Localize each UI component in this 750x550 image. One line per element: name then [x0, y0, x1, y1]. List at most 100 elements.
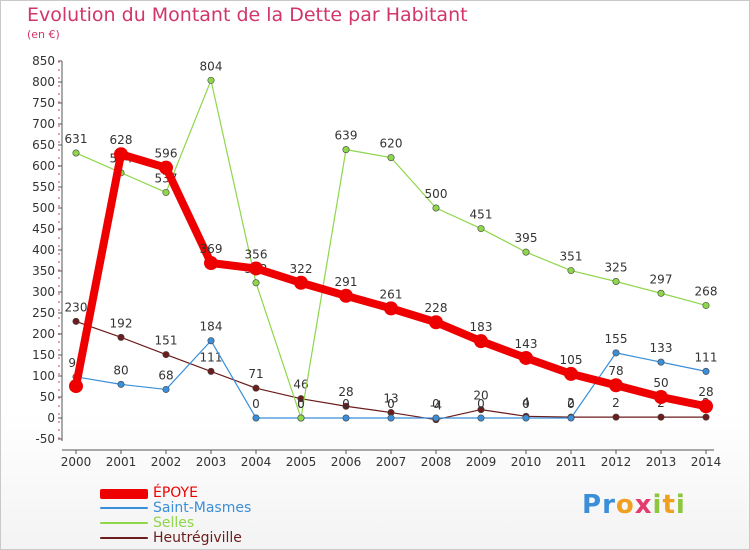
x-tick-label: 2005 [286, 455, 317, 469]
y-tick-label: 850 [32, 54, 55, 68]
y-tick-label: 250 [32, 306, 55, 320]
data-label-saint-masmes: 80 [113, 363, 128, 377]
data-label-saint-masmes: 0 [432, 397, 440, 411]
data-label-heutregiville: 192 [110, 316, 133, 330]
data-point-epoye [519, 350, 533, 365]
data-point-selles [612, 277, 620, 285]
x-tick-label: 2006 [331, 455, 362, 469]
data-label-saint-masmes: 0 [387, 397, 395, 411]
y-tick-label: 550 [32, 180, 55, 194]
data-label-epoye: 183 [470, 320, 493, 334]
data-label-epoye: 356 [245, 247, 268, 261]
data-label-heutregiville: 230 [65, 300, 88, 314]
data-label-saint-masmes: 68 [158, 368, 173, 382]
data-point-saint-masmes [252, 414, 260, 422]
legend-swatch-selles [100, 522, 148, 524]
data-point-epoye [294, 275, 308, 290]
x-tick-label: 2011 [556, 455, 587, 469]
data-label-selles: 639 [335, 129, 358, 143]
x-tick-label: 2004 [241, 455, 272, 469]
data-point-selles [657, 289, 665, 297]
data-label-epoye: 322 [290, 262, 313, 276]
data-label-heutregiville: 28 [338, 385, 353, 399]
data-point-epoye [249, 261, 263, 276]
data-point-selles [477, 225, 485, 233]
data-point-selles [162, 188, 170, 196]
data-point-selles [567, 267, 575, 275]
data-point-epoye [204, 256, 218, 271]
data-point-epoye [564, 366, 578, 381]
y-tick-label: 800 [32, 75, 55, 89]
x-tick-label: 2000 [61, 455, 92, 469]
x-tick-label: 2012 [601, 455, 632, 469]
data-label-heutregiville: 46 [293, 378, 308, 392]
data-point-epoye [69, 379, 83, 394]
y-tick-label: 200 [32, 327, 55, 341]
y-tick-label: 150 [32, 348, 55, 362]
y-tick-label: 650 [32, 138, 55, 152]
data-point-saint-masmes [207, 337, 215, 345]
data-label-selles: 268 [695, 284, 718, 298]
proxiti-logo: Proxiti [582, 490, 686, 520]
data-point-saint-masmes [162, 385, 170, 393]
y-tick-label: 100 [32, 369, 55, 383]
data-point-saint-masmes [702, 367, 710, 375]
data-label-selles: 297 [650, 272, 673, 286]
data-label-saint-masmes: 111 [695, 350, 718, 364]
data-point-epoye [699, 399, 713, 414]
x-tick-label: 2013 [646, 455, 677, 469]
data-label-epoye: 28 [698, 385, 713, 399]
y-tick-label: 500 [32, 201, 55, 215]
data-label-selles: 451 [470, 208, 493, 222]
legend-label-heutregiville: Heutrégiville [153, 530, 242, 546]
data-label-epoye: 105 [560, 353, 583, 367]
data-point-epoye [474, 334, 488, 349]
y-tick-label: 0 [47, 411, 55, 425]
data-point-heutregiville [612, 413, 620, 421]
data-point-saint-masmes [117, 380, 125, 388]
legend-swatch-epoye [100, 489, 148, 499]
legend-label-selles: Selles [153, 515, 195, 531]
chart-subtitle: (en €) [27, 28, 60, 41]
data-label-epoye: 291 [335, 275, 358, 289]
legend-item-heutregiville: Heutrégiville [100, 530, 320, 547]
data-label-saint-masmes: 0 [477, 397, 485, 411]
data-label-heutregiville: -4 [430, 399, 442, 413]
legend-swatch-heutregiville [100, 537, 148, 539]
data-label-saint-masmes: 0 [342, 397, 350, 411]
data-point-selles [432, 204, 440, 212]
data-point-heutregiville [702, 413, 710, 421]
y-tick-label: 300 [32, 285, 55, 299]
data-point-heutregiville [117, 333, 125, 341]
x-tick-label: 2010 [511, 455, 542, 469]
data-label-heutregiville: 71 [248, 367, 263, 381]
data-label-saint-masmes: 0 [297, 397, 305, 411]
data-point-heutregiville [162, 351, 170, 359]
data-label-heutregiville: 2 [567, 396, 575, 410]
data-label-selles: 0 [297, 397, 305, 411]
data-point-epoye [429, 315, 443, 330]
data-point-selles [702, 301, 710, 309]
x-tick-label: 2001 [106, 455, 137, 469]
data-point-heutregiville [207, 367, 215, 375]
data-label-heutregiville: 2 [612, 396, 620, 410]
data-label-selles: 325 [605, 261, 628, 275]
data-point-selles [252, 279, 260, 287]
data-point-heutregiville [72, 317, 80, 325]
data-label-saint-masmes: 0 [522, 397, 530, 411]
logo-letter: i [652, 490, 663, 520]
data-label-epoye: 78 [608, 364, 623, 378]
data-label-epoye: 628 [110, 133, 133, 147]
data-point-selles [207, 76, 215, 84]
logo-letter: o [615, 490, 635, 520]
y-tick-label: 750 [32, 96, 55, 110]
logo-letter: r [602, 490, 616, 520]
data-point-saint-masmes [432, 414, 440, 422]
data-label-selles: 395 [515, 231, 538, 245]
data-point-selles [342, 146, 350, 154]
data-point-epoye [384, 301, 398, 316]
data-point-saint-masmes [612, 349, 620, 357]
data-label-selles: 500 [425, 187, 448, 201]
y-tick-label: -50 [35, 432, 55, 446]
